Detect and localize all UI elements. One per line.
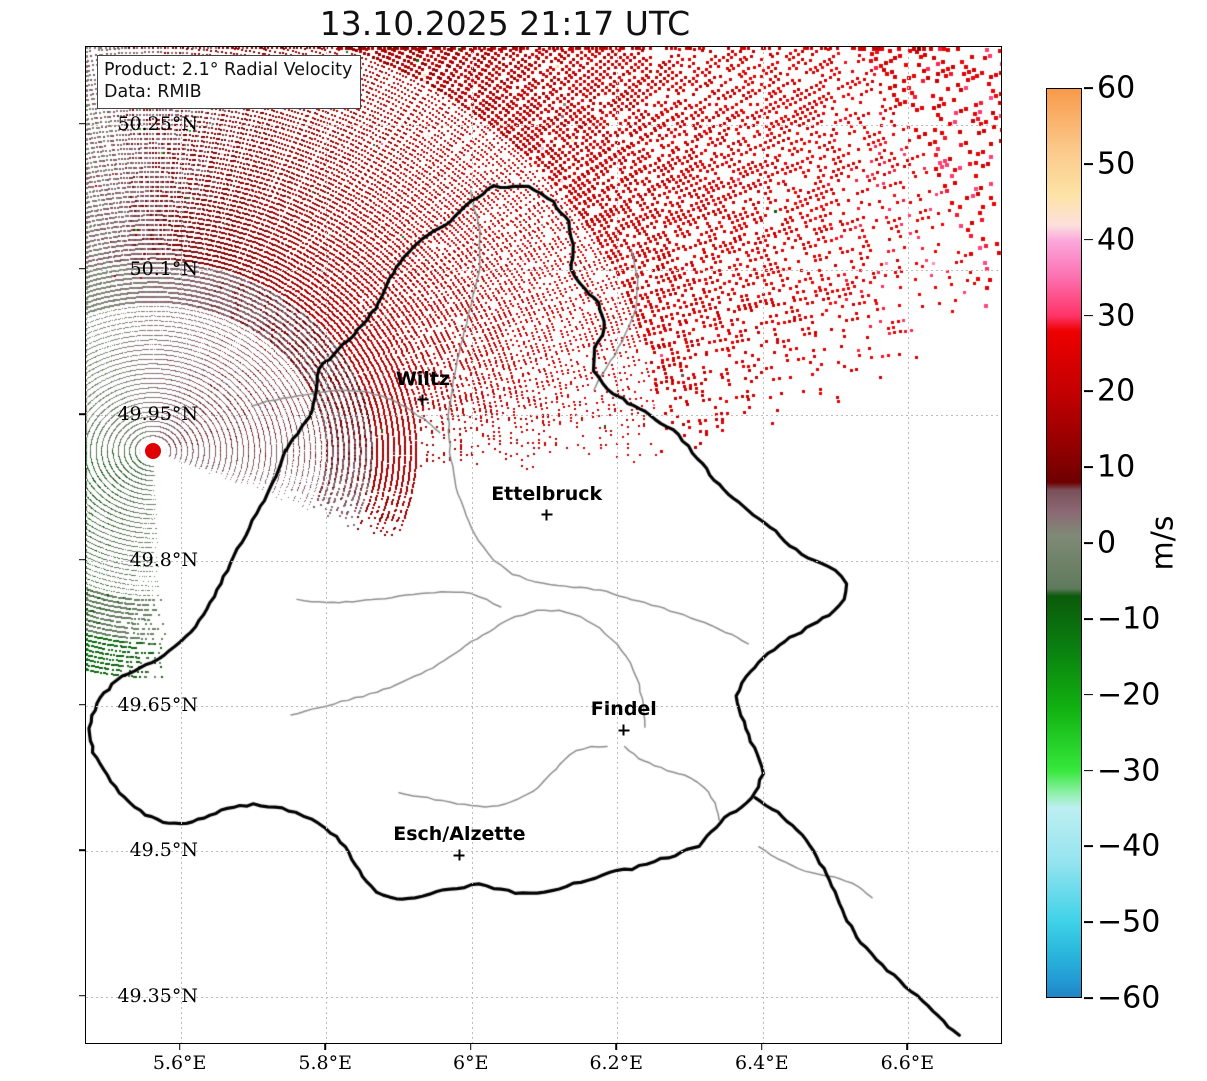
colorbar-tick-label-11: −50 [1097,904,1161,940]
gridline-vertical [326,47,328,1043]
gridline-horizontal [86,560,1001,562]
colorbar-tick-label-1: 50 [1097,146,1136,182]
colorbar-tick-mark [1084,845,1093,848]
gridline-horizontal [86,996,1001,998]
city-label-findel: Findel [590,698,657,721]
y-tick-label-2: 49.95°N [117,403,198,426]
city-marker-icon [417,394,429,406]
y-tick-mark [79,704,85,706]
y-tick-label-5: 49.5°N [129,839,198,862]
x-tick-mark [178,1044,181,1050]
y-tick-mark [79,558,85,561]
colorbar-tick-mark [1084,542,1093,544]
city-label-ettelbruck: Ettelbruck [491,482,603,505]
colorbar-tick-label-12: −60 [1097,980,1161,1016]
colorbar-tick-mark [1084,617,1093,620]
radar-site-marker [139,438,166,465]
gridline-horizontal [86,415,1001,417]
x-tick-mark [469,1044,472,1050]
gridline-vertical [471,47,473,1043]
colorbar-tick-mark [1084,466,1093,469]
colorbar-tick-label-0: 60 [1097,70,1136,106]
y-tick-mark [79,413,85,415]
colorbar-tick-label-10: −40 [1097,828,1161,864]
colorbar-tick-label-3: 30 [1097,298,1136,333]
map-borders-overlay [86,47,1001,1043]
y-tick-mark [79,268,85,270]
colorbar-tick-mark [1084,87,1093,89]
colorbar-tick-mark [1084,921,1093,924]
x-tick-mark [615,1044,618,1050]
colorbar-tick-mark [1084,997,1093,999]
city-label-wiltz: Wiltz [395,367,451,390]
x-tick-mark [761,1044,763,1050]
city-marker-icon [453,849,465,861]
colorbar-tick-mark [1084,390,1093,393]
y-tick-label-1: 50.1°N [129,257,198,280]
product-line: Product: 2.1° Radial Velocity [104,60,353,80]
product-info-box: Product: 2.1° Radial Velocity Data: RMIB [97,55,362,109]
x-tick-label-4: 6.4°E [735,1052,789,1074]
y-tick-mark [79,849,85,851]
y-tick-label-3: 49.8°N [129,548,198,571]
y-tick-label-0: 50.25°N [117,112,198,135]
colorbar-tick-label-9: −30 [1097,753,1161,788]
gridline-vertical [617,47,619,1043]
x-tick-label-2: 6°E [452,1052,489,1074]
city-label-esch-alzette: Esch/Alzette [393,823,526,846]
y-tick-label-4: 49.65°N [117,693,198,716]
colorbar-tick-mark [1084,769,1093,772]
city-marker-icon [618,724,630,736]
x-tick-label-0: 5.6°E [152,1052,207,1074]
colorbar-tick-mark [1084,162,1093,165]
colorbar-tick-mark [1084,693,1093,696]
city-marker-icon [541,509,553,521]
gridline-vertical [180,47,182,1043]
radar-plot-area[interactable]: Wiltz Ettelbruck Findel Esch/Alzette Produc… [85,46,1002,1044]
colorbar-tick-label-4: 20 [1097,373,1136,409]
colorbar [1046,88,1082,998]
colorbar-tick-label-6: 0 [1097,525,1117,561]
gridline-vertical [762,47,764,1043]
colorbar-tick-label-7: −10 [1097,601,1161,637]
x-tick-label-3: 6.2°E [589,1052,644,1074]
radar-plot-clip: Wiltz Ettelbruck Findel Esch/Alzette Produc… [86,47,1001,1043]
y-tick-label-6: 49.35°N [117,984,198,1007]
colorbar-tick-mark [1084,314,1093,317]
gridline-horizontal [86,705,1001,707]
page-title: 13.10.2025 21:17 UTC [319,4,691,43]
colorbar-gradient [1047,89,1081,997]
data-source-line: Data: RMIB [104,82,202,103]
gridline-horizontal [86,851,1001,853]
gridline-horizontal [86,269,1001,271]
colorbar-unit-label: m/s [1145,515,1181,571]
colorbar-tick-label-5: 10 [1097,449,1136,485]
x-tick-label-1: 5.8°E [298,1052,352,1074]
y-tick-mark [79,994,85,997]
colorbar-tick-label-2: 40 [1097,222,1136,258]
x-tick-mark [324,1044,326,1050]
x-tick-label-5: 6.6°E [880,1052,935,1074]
colorbar-tick-mark [1084,238,1093,241]
gridline-horizontal [86,124,1001,126]
colorbar-tick-label-8: −20 [1097,677,1161,713]
gridline-vertical [908,47,910,1043]
x-tick-mark [906,1044,909,1050]
y-tick-mark [79,122,85,125]
